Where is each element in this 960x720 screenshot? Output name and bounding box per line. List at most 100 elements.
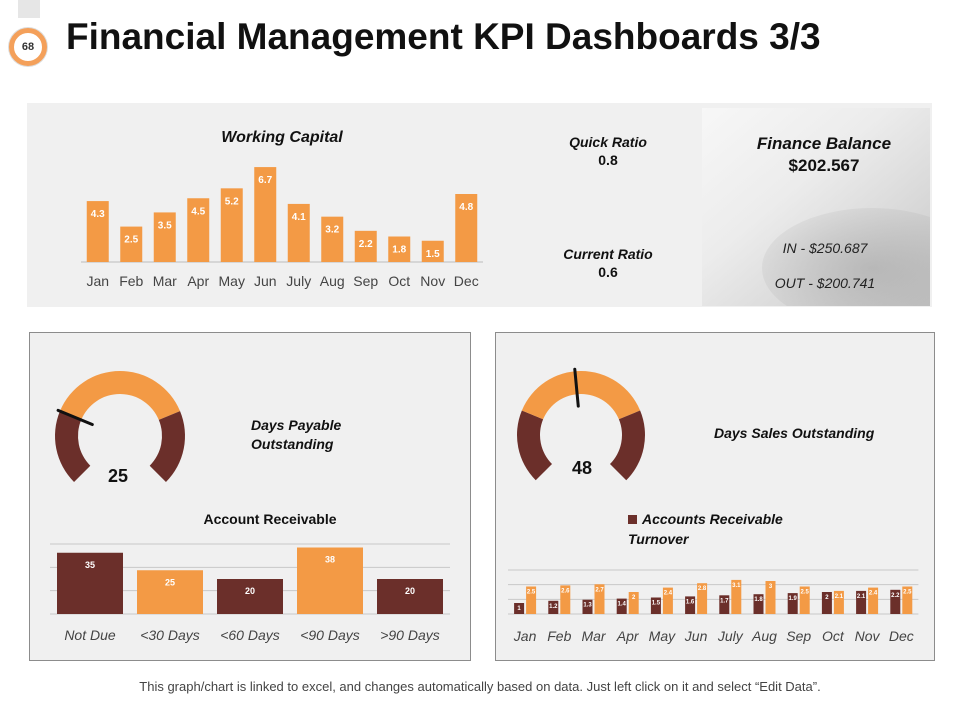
- art-tick-label: May: [649, 628, 676, 644]
- art-bar-label: 2.5: [903, 590, 912, 596]
- wc-bar: [120, 226, 143, 262]
- wc-tick-label: Jun: [254, 273, 277, 289]
- wc-bar: [421, 240, 444, 262]
- wc-bar: [455, 194, 478, 262]
- wc-bar: [86, 201, 109, 262]
- dso-gauge-segment: [609, 410, 645, 481]
- ar-bar: [137, 570, 203, 614]
- ar-bar-label: 25: [165, 577, 175, 587]
- ar-bar-label: 20: [245, 586, 255, 596]
- days-sales-value: 48: [572, 458, 593, 478]
- art-bar: [582, 599, 593, 614]
- art-bar-label: 1.6: [686, 599, 695, 605]
- art-bar: [526, 586, 537, 614]
- art-bar-label: 2.4: [869, 591, 878, 597]
- wc-tick-label: Mar: [153, 273, 177, 289]
- art-bar-label: 1.9: [789, 596, 798, 602]
- ar-tick-label: <30 Days: [140, 627, 200, 643]
- art-bar: [548, 600, 559, 614]
- wc-bar: [354, 230, 377, 262]
- wc-tick-label: Sep: [353, 273, 378, 289]
- account-receivable-title: Account Receivable: [203, 511, 337, 527]
- wc-tick-label: Feb: [119, 273, 143, 289]
- art-bar-label: 3: [769, 584, 773, 590]
- quick-ratio-value: 0.8: [598, 152, 618, 168]
- art-tick-label: Apr: [616, 628, 640, 644]
- art-bar-label: 1.8: [754, 597, 763, 603]
- art-tick-label: Aug: [751, 628, 777, 644]
- art-bar: [514, 603, 525, 614]
- ar-tick-label: Not Due: [64, 627, 116, 643]
- wc-bar: [254, 167, 277, 262]
- art-bar-label: 1.7: [720, 598, 729, 604]
- wc-tick-label: Dec: [454, 273, 479, 289]
- art-bar: [753, 594, 764, 614]
- page-tab-decoration: [18, 0, 40, 18]
- art-bar-label: 2: [632, 595, 636, 601]
- wc-bar: [220, 188, 243, 262]
- ar-bar-label: 20: [405, 586, 415, 596]
- wc-bar-label: 4.8: [459, 202, 473, 213]
- finance-balance-value: $202.567: [788, 156, 860, 175]
- art-bar: [902, 586, 913, 614]
- art-bar: [731, 579, 742, 614]
- current-ratio-value: 0.6: [598, 264, 618, 280]
- art-bar-label: 2.4: [664, 591, 673, 597]
- wc-bar-label: 5.2: [225, 196, 239, 207]
- art-bar-label: 1.4: [618, 602, 627, 608]
- art-tick-label: July: [717, 628, 744, 644]
- ar-bar: [297, 547, 363, 614]
- finance-balance-panel: [702, 108, 930, 306]
- wc-tick-label: Aug: [320, 273, 345, 289]
- wc-bar-label: 4.5: [191, 206, 205, 217]
- working-capital-title: Working Capital: [221, 129, 343, 146]
- wc-bar-label: 2.2: [359, 239, 373, 250]
- days-sales-title: Days Sales Outstanding: [714, 425, 875, 441]
- wc-bar-label: 1.5: [426, 249, 440, 260]
- art-bar: [594, 584, 605, 614]
- page-title: Financial Management KPI Dashboards 3/3: [66, 16, 821, 57]
- art-tick-label: Jun: [684, 628, 708, 644]
- art-bar-label: 2.1: [835, 594, 844, 600]
- art-tick-label: Jan: [513, 628, 537, 644]
- ar-bar: [57, 552, 123, 614]
- art-bar: [765, 581, 776, 614]
- wc-tick-label: Jan: [86, 273, 109, 289]
- dso-gauge-segment: [521, 371, 641, 420]
- days-payable-title: Days Payable Outstanding: [251, 417, 342, 452]
- art-bar-label: 1.2: [549, 604, 558, 610]
- page-number-badge: 68: [9, 28, 47, 66]
- wc-tick-label: Apr: [187, 273, 209, 289]
- ar-bar: [377, 579, 443, 614]
- art-bar: [650, 597, 661, 614]
- art-bar-label: 2.2: [891, 593, 900, 599]
- dso-gauge-segment: [517, 410, 553, 481]
- wc-bar-label: 6.7: [258, 175, 272, 186]
- wc-bar-label: 4.3: [91, 209, 105, 220]
- art-bar: [890, 589, 901, 614]
- art-bar: [833, 590, 844, 614]
- art-bar-label: 2.1: [857, 594, 866, 600]
- art-bar-label: 2.5: [801, 590, 810, 596]
- wc-bar-label: 2.5: [124, 235, 138, 246]
- wc-tick-label: July: [286, 273, 311, 289]
- art-bar: [628, 592, 639, 614]
- wc-bar: [153, 212, 176, 262]
- art-bar: [685, 596, 696, 614]
- art-bar-label: 2.7: [595, 587, 604, 593]
- finance-in: IN - $250.687: [782, 240, 868, 256]
- art-bar: [821, 592, 832, 614]
- art-bar-label: 2.6: [561, 588, 570, 594]
- finance-out: OUT - $200.741: [774, 275, 876, 291]
- art-bar: [856, 590, 867, 614]
- footer-note: This graph/chart is linked to excel, and…: [139, 679, 821, 694]
- wc-bar: [321, 216, 344, 262]
- dpo-gauge-segment: [59, 371, 181, 420]
- art-tick-label: Sep: [786, 628, 811, 644]
- art-bar-label: 2.5: [527, 590, 536, 596]
- dpo-gauge-segment: [149, 411, 186, 482]
- turnover-legend-label: Accounts Receivable Turnover: [628, 511, 783, 547]
- art-bar: [868, 587, 879, 614]
- turnover-legend-swatch: [628, 515, 637, 524]
